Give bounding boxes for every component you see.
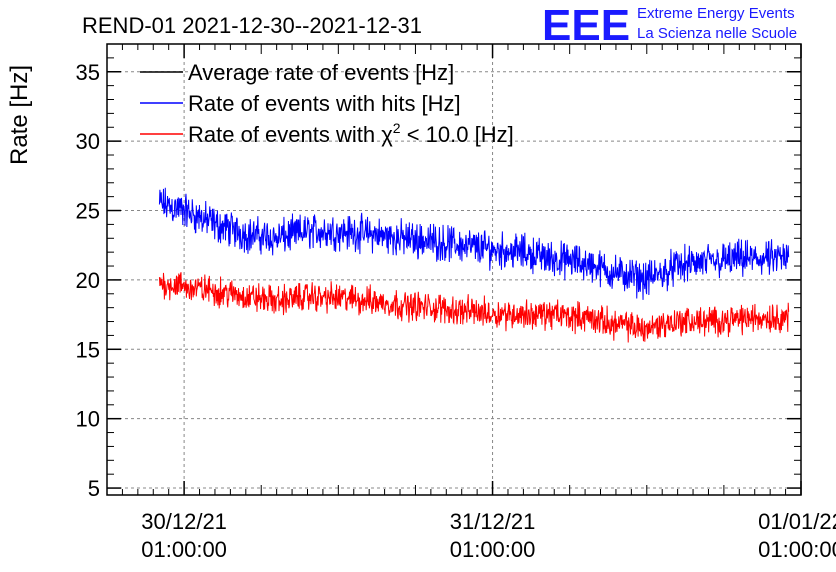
axes: 5 10 15 20 25 30 35 30/12/21 01:00:00 31/12/21 01:…: [76, 44, 836, 562]
x-tick-date: 31/12/21: [450, 509, 536, 534]
chart-title: REND-01 2021-12-30--2021-12-31: [82, 13, 422, 38]
legend-label-0: Average rate of events [Hz]: [188, 60, 454, 85]
y-tick-label: 35: [76, 60, 100, 85]
legend-label-2: Rate of events with χ2 < 10.0 [Hz]: [188, 120, 514, 147]
x-tick-time: 01:00:00: [141, 537, 227, 562]
grid: [107, 44, 802, 495]
legend-chi: χ: [381, 122, 393, 147]
y-tick-label: 25: [76, 199, 100, 224]
legend-label-1: Rate of events with hits [Hz]: [188, 91, 461, 116]
y-axis-label: Rate [Hz]: [6, 65, 33, 165]
x-tick-date: 01/01/22: [758, 509, 836, 534]
series-line-1: [158, 187, 790, 300]
x-tick-time: 01:00:00: [450, 537, 536, 562]
legend: Average rate of events [Hz] Rate of event…: [140, 60, 514, 147]
eee-logo: EEE Extreme Energy Events La Scienza nel…: [542, 1, 797, 50]
plot-frame: [106, 43, 802, 496]
series-layer: [158, 187, 790, 343]
legend-text-post: < 10.0 [Hz]: [401, 122, 514, 147]
logo-line-1: Extreme Energy Events: [637, 5, 795, 22]
legend-superscript: 2: [393, 120, 401, 136]
y-tick-label: 5: [88, 476, 100, 501]
logo-line-2: La Scienza nelle Scuole: [637, 25, 797, 42]
y-tick-label: 10: [76, 407, 100, 432]
logo-letters: EEE: [542, 1, 630, 50]
y-tick-label: 20: [76, 268, 100, 293]
x-tick-date: 30/12/21: [141, 509, 227, 534]
y-tick-label: 15: [76, 337, 100, 362]
series-line-2: [158, 272, 790, 343]
x-tick-time: 01:00:00: [758, 537, 836, 562]
legend-text-pre: Rate of events with: [188, 122, 381, 147]
y-tick-label: 30: [76, 129, 100, 154]
